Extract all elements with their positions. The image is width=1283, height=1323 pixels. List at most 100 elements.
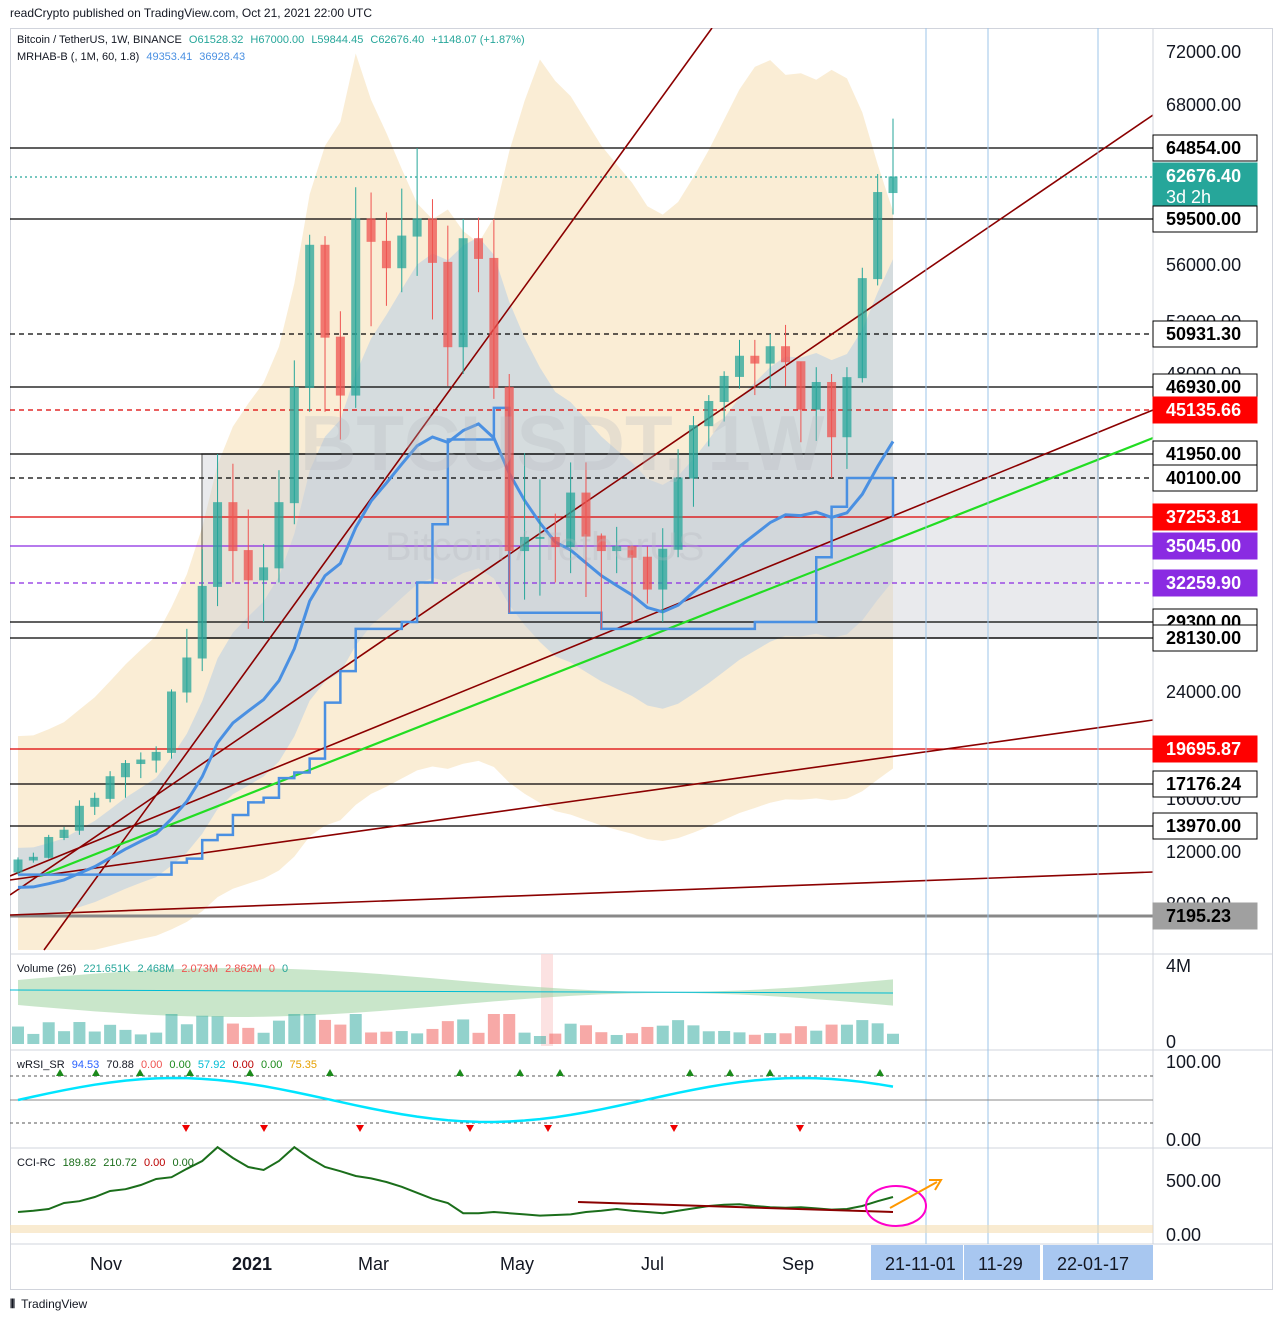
- wrsi-down-arrow-icon: [544, 1125, 552, 1132]
- annotation-arrow-head-icon: [929, 1179, 943, 1191]
- price-level-tag-label: 59500.00: [1166, 209, 1241, 229]
- candle: [228, 463, 238, 583]
- annotation-arrow: [889, 1181, 938, 1209]
- symbol-label: Bitcoin / TetherUS, 1W, BINANCE: [17, 34, 182, 46]
- candle: [719, 371, 729, 422]
- candle: [520, 453, 530, 600]
- candle: [259, 543, 269, 622]
- price-level-tag: [1152, 320, 1258, 348]
- candle-body: [520, 536, 530, 552]
- volume-bar: [42, 1022, 55, 1044]
- candle: [74, 800, 84, 835]
- candle-body: [335, 336, 345, 396]
- price-level-tag-label: 13970.00: [1166, 816, 1241, 836]
- price-level-tag-label: 46930.00: [1166, 377, 1241, 397]
- candle-body: [827, 382, 837, 438]
- volume-bar: [395, 1031, 408, 1044]
- volume-bar: [626, 1033, 639, 1044]
- change-value: +1148.07 (+1.87%): [431, 34, 525, 46]
- candle: [688, 416, 698, 507]
- volume-bar: [226, 1023, 239, 1044]
- price-axis-tick: 24000.00: [1166, 682, 1241, 702]
- price-level-tag-sub: 3d 2h: [1166, 187, 1211, 207]
- volume-bar: [349, 1014, 362, 1044]
- volume-bar: [257, 1032, 270, 1044]
- wrsi-up-arrow-icon: [246, 1069, 254, 1076]
- candle: [90, 792, 100, 815]
- volume-bar: [810, 1030, 823, 1044]
- volume-bar: [733, 1032, 746, 1044]
- candle-body: [535, 536, 545, 539]
- volume-ma-band: [18, 968, 893, 1017]
- price-axis-tick: 12000.00: [1166, 842, 1241, 862]
- wrsi-axis-tick: 0.00: [1166, 1130, 1201, 1150]
- volume-bar: [610, 1034, 623, 1044]
- volume-bar: [856, 1020, 869, 1044]
- candle: [888, 118, 898, 215]
- wrsi-up-arrow-icon: [326, 1069, 334, 1076]
- cci-zero-band: [10, 1225, 1153, 1233]
- candle: [351, 187, 361, 408]
- volume-label: Volume (26): [17, 963, 77, 975]
- future-date-tag: [1043, 1245, 1153, 1280]
- wrsi-down-arrow-icon: [466, 1125, 474, 1132]
- candle-body: [842, 377, 852, 438]
- candle: [550, 513, 560, 583]
- volume-value-5: 0: [268, 963, 275, 975]
- wrsi-up-arrow-icon: [686, 1069, 694, 1076]
- time-axis-label: Mar: [358, 1254, 389, 1274]
- volume-bar: [503, 1014, 516, 1044]
- volume-bar: [196, 1015, 209, 1044]
- watermark-ticker: BTCUSDT, 1W: [300, 399, 825, 487]
- volume-bar: [211, 1016, 224, 1044]
- candle: [274, 470, 284, 583]
- candle-body: [796, 361, 806, 410]
- candle: [642, 546, 652, 604]
- candle-body: [596, 535, 606, 552]
- price-level-tag: [1152, 373, 1258, 401]
- time-axis-label: Sep: [782, 1254, 814, 1274]
- wrsi-value-8: 75.35: [289, 1059, 317, 1071]
- open-value: O61528.32: [188, 34, 244, 46]
- price-level-tag-label: 35045.00: [1166, 536, 1241, 556]
- indicator-legend: MRHAB-B (, 1M, 60, 1.8) 49353.41 36928.4…: [17, 51, 249, 63]
- candle-body: [443, 261, 453, 348]
- wrsi-value-1: 94.53: [71, 1059, 100, 1071]
- price-level-tag-label: 32259.90: [1166, 573, 1241, 593]
- candle-body: [504, 386, 514, 552]
- candle-body: [243, 550, 253, 581]
- candle: [44, 834, 54, 859]
- volume-bar: [365, 1032, 378, 1044]
- price-level-tag-label: 40100.00: [1166, 468, 1241, 488]
- candle: [59, 826, 69, 841]
- blue-cloud-band: [18, 237, 893, 918]
- candle-body: [688, 425, 698, 479]
- price-level-tag-label: 41950.00: [1166, 444, 1241, 464]
- candle: [873, 174, 883, 286]
- volume-value-4: 2.862M: [225, 963, 262, 975]
- cci-label: CCI-RC: [17, 1157, 56, 1169]
- volume-bar: [457, 1019, 470, 1044]
- candle: [811, 367, 821, 441]
- candle: [627, 545, 637, 622]
- footer-brand[interactable]: ⫴ TradingView: [10, 1297, 87, 1312]
- volume-bar: [472, 1032, 485, 1044]
- volume-bar: [549, 1033, 562, 1044]
- cci-line: [17, 1145, 894, 1217]
- time-axis-label: Jul: [641, 1254, 664, 1274]
- chart-frame[interactable]: [10, 28, 1273, 1290]
- wrsi-down-arrow-icon: [356, 1125, 364, 1132]
- price-level-tag-label: 37253.81: [1166, 507, 1241, 527]
- cci-value-1: 189.82: [62, 1157, 97, 1169]
- volume-bar: [718, 1030, 731, 1044]
- trend-line: [10, 719, 1153, 881]
- price-level-tag-label: 28130.00: [1166, 628, 1241, 648]
- candle-body: [458, 238, 468, 348]
- candle: [658, 528, 668, 622]
- candle-body: [658, 548, 668, 590]
- candle: [827, 374, 837, 478]
- candle: [596, 533, 606, 629]
- volume-bar: [794, 1026, 807, 1044]
- price-level-tag-label: 50931.30: [1166, 324, 1241, 344]
